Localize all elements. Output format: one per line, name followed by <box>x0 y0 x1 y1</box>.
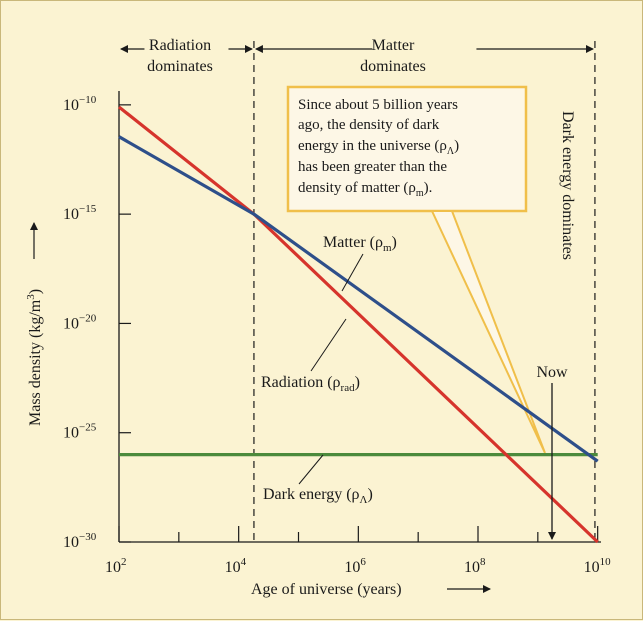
y-tick-label: 10−30 <box>63 531 97 551</box>
radiation-epoch-label: Radiation <box>149 37 211 54</box>
radiation-label: Radiation (ρrad) <box>261 374 360 394</box>
matter-label-leader <box>341 253 364 292</box>
x-axis-title: Age of universe (years) <box>251 581 402 598</box>
callout-pointer <box>430 210 546 454</box>
x-tick-label: 106 <box>344 556 366 576</box>
x-tick-label: 104 <box>225 556 247 576</box>
y-tick-label: 10−10 <box>63 94 97 114</box>
x-tick-label: 108 <box>464 556 486 576</box>
data-series <box>118 105 599 544</box>
now-label: Now <box>536 364 568 381</box>
matter-epoch-label-2: dominates <box>360 58 426 75</box>
dark-energy-label-leader <box>298 454 324 485</box>
y-tick-label: 10−20 <box>63 312 97 332</box>
matter-label: Matter (ρm) <box>323 234 397 254</box>
radiation-label-leader <box>310 318 347 372</box>
dark-energy-label: Dark energy (ρΛ) <box>263 486 373 506</box>
callout-box <box>286 85 528 213</box>
y-tick-label: 10−15 <box>63 203 97 223</box>
matter-epoch-label: Matter <box>372 37 415 54</box>
y-ticks: 10−10 10−15 10−20 10−25 10−30 <box>63 94 131 551</box>
callout-text: Since about 5 billion years ago, the den… <box>298 97 463 199</box>
y-tick-label: 10−25 <box>63 422 97 442</box>
y-axis-title: Mass density (kg/m3) <box>25 289 44 426</box>
radiation-epoch-label-2: dominates <box>147 58 213 75</box>
x-tick-label: 102 <box>105 556 127 576</box>
x-ticks: 102 104 106 108 1010 <box>105 526 611 576</box>
dark-energy-epoch-label: Dark energy dominates <box>559 111 576 260</box>
x-tick-label: 1010 <box>584 556 612 576</box>
matter-line <box>118 135 599 463</box>
